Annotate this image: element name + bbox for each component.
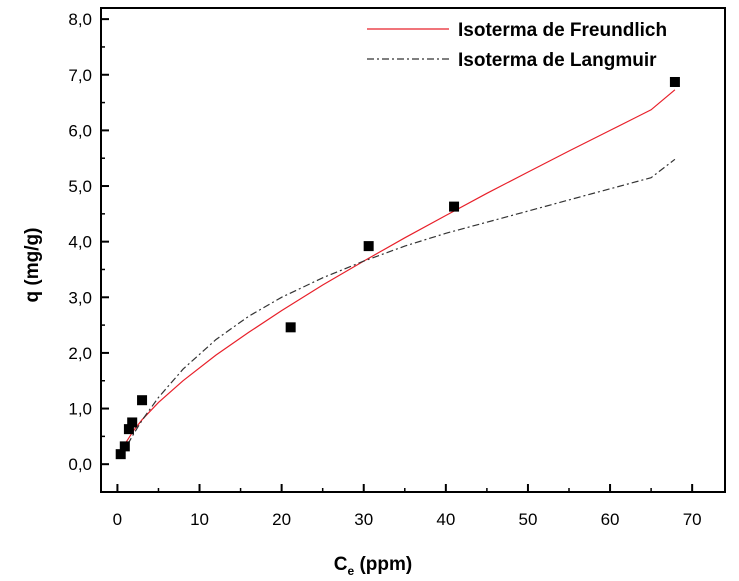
data-point	[123, 424, 134, 435]
plot-frame	[100, 7, 726, 493]
x-tick-label: 40	[436, 510, 455, 529]
y-tick-label: 0,0	[68, 455, 92, 474]
x-tick-label: 0	[113, 510, 122, 529]
y-tick-label: 8,0	[68, 10, 92, 29]
x-tick-label: 30	[354, 510, 373, 529]
y-tick-label: 7,0	[68, 66, 92, 85]
y-tick-label: 6,0	[68, 121, 92, 140]
x-axis-title-main: C	[334, 554, 348, 575]
x-axis-title: Ce (ppm)	[334, 554, 412, 578]
x-tick-label: 70	[683, 510, 702, 529]
x-tick-label: 50	[518, 510, 537, 529]
y-tick-label: 3,0	[68, 288, 92, 307]
y-tick-label: 4,0	[68, 233, 92, 252]
data-point	[119, 441, 130, 452]
data-point	[137, 395, 148, 406]
data-point	[363, 241, 374, 252]
legend: Isoterma de Freundlich Isoterma de Langmu…	[367, 20, 667, 71]
x-axis: 0 10 20 30 40 50 60 70	[113, 484, 702, 529]
y-axis: 0,0 1,0 2,0 3,0 4,0 5,0 6,0 7,0 8,0	[68, 10, 109, 474]
x-axis-title-subscript: e	[348, 564, 355, 578]
x-axis-title-unit: (ppm)	[354, 554, 412, 575]
data-point	[669, 76, 680, 87]
legend-label: Isoterma de Langmuir	[458, 50, 657, 71]
freundlich-curve	[120, 89, 676, 454]
langmuir-curve	[120, 158, 676, 458]
legend-label: Isoterma de Freundlich	[458, 20, 667, 41]
y-axis-title: q (mg/g)	[22, 228, 43, 303]
data-points	[115, 76, 680, 460]
y-tick-label: 5,0	[68, 177, 92, 196]
x-tick-label: 60	[601, 510, 620, 529]
curves	[120, 89, 676, 458]
y-tick-label: 2,0	[68, 344, 92, 363]
x-tick-label: 10	[190, 510, 209, 529]
x-tick-label: 20	[272, 510, 291, 529]
y-tick-label: 1,0	[68, 400, 92, 419]
data-point	[449, 201, 460, 212]
data-point	[127, 417, 138, 428]
data-point	[115, 449, 126, 460]
data-point	[285, 322, 296, 333]
